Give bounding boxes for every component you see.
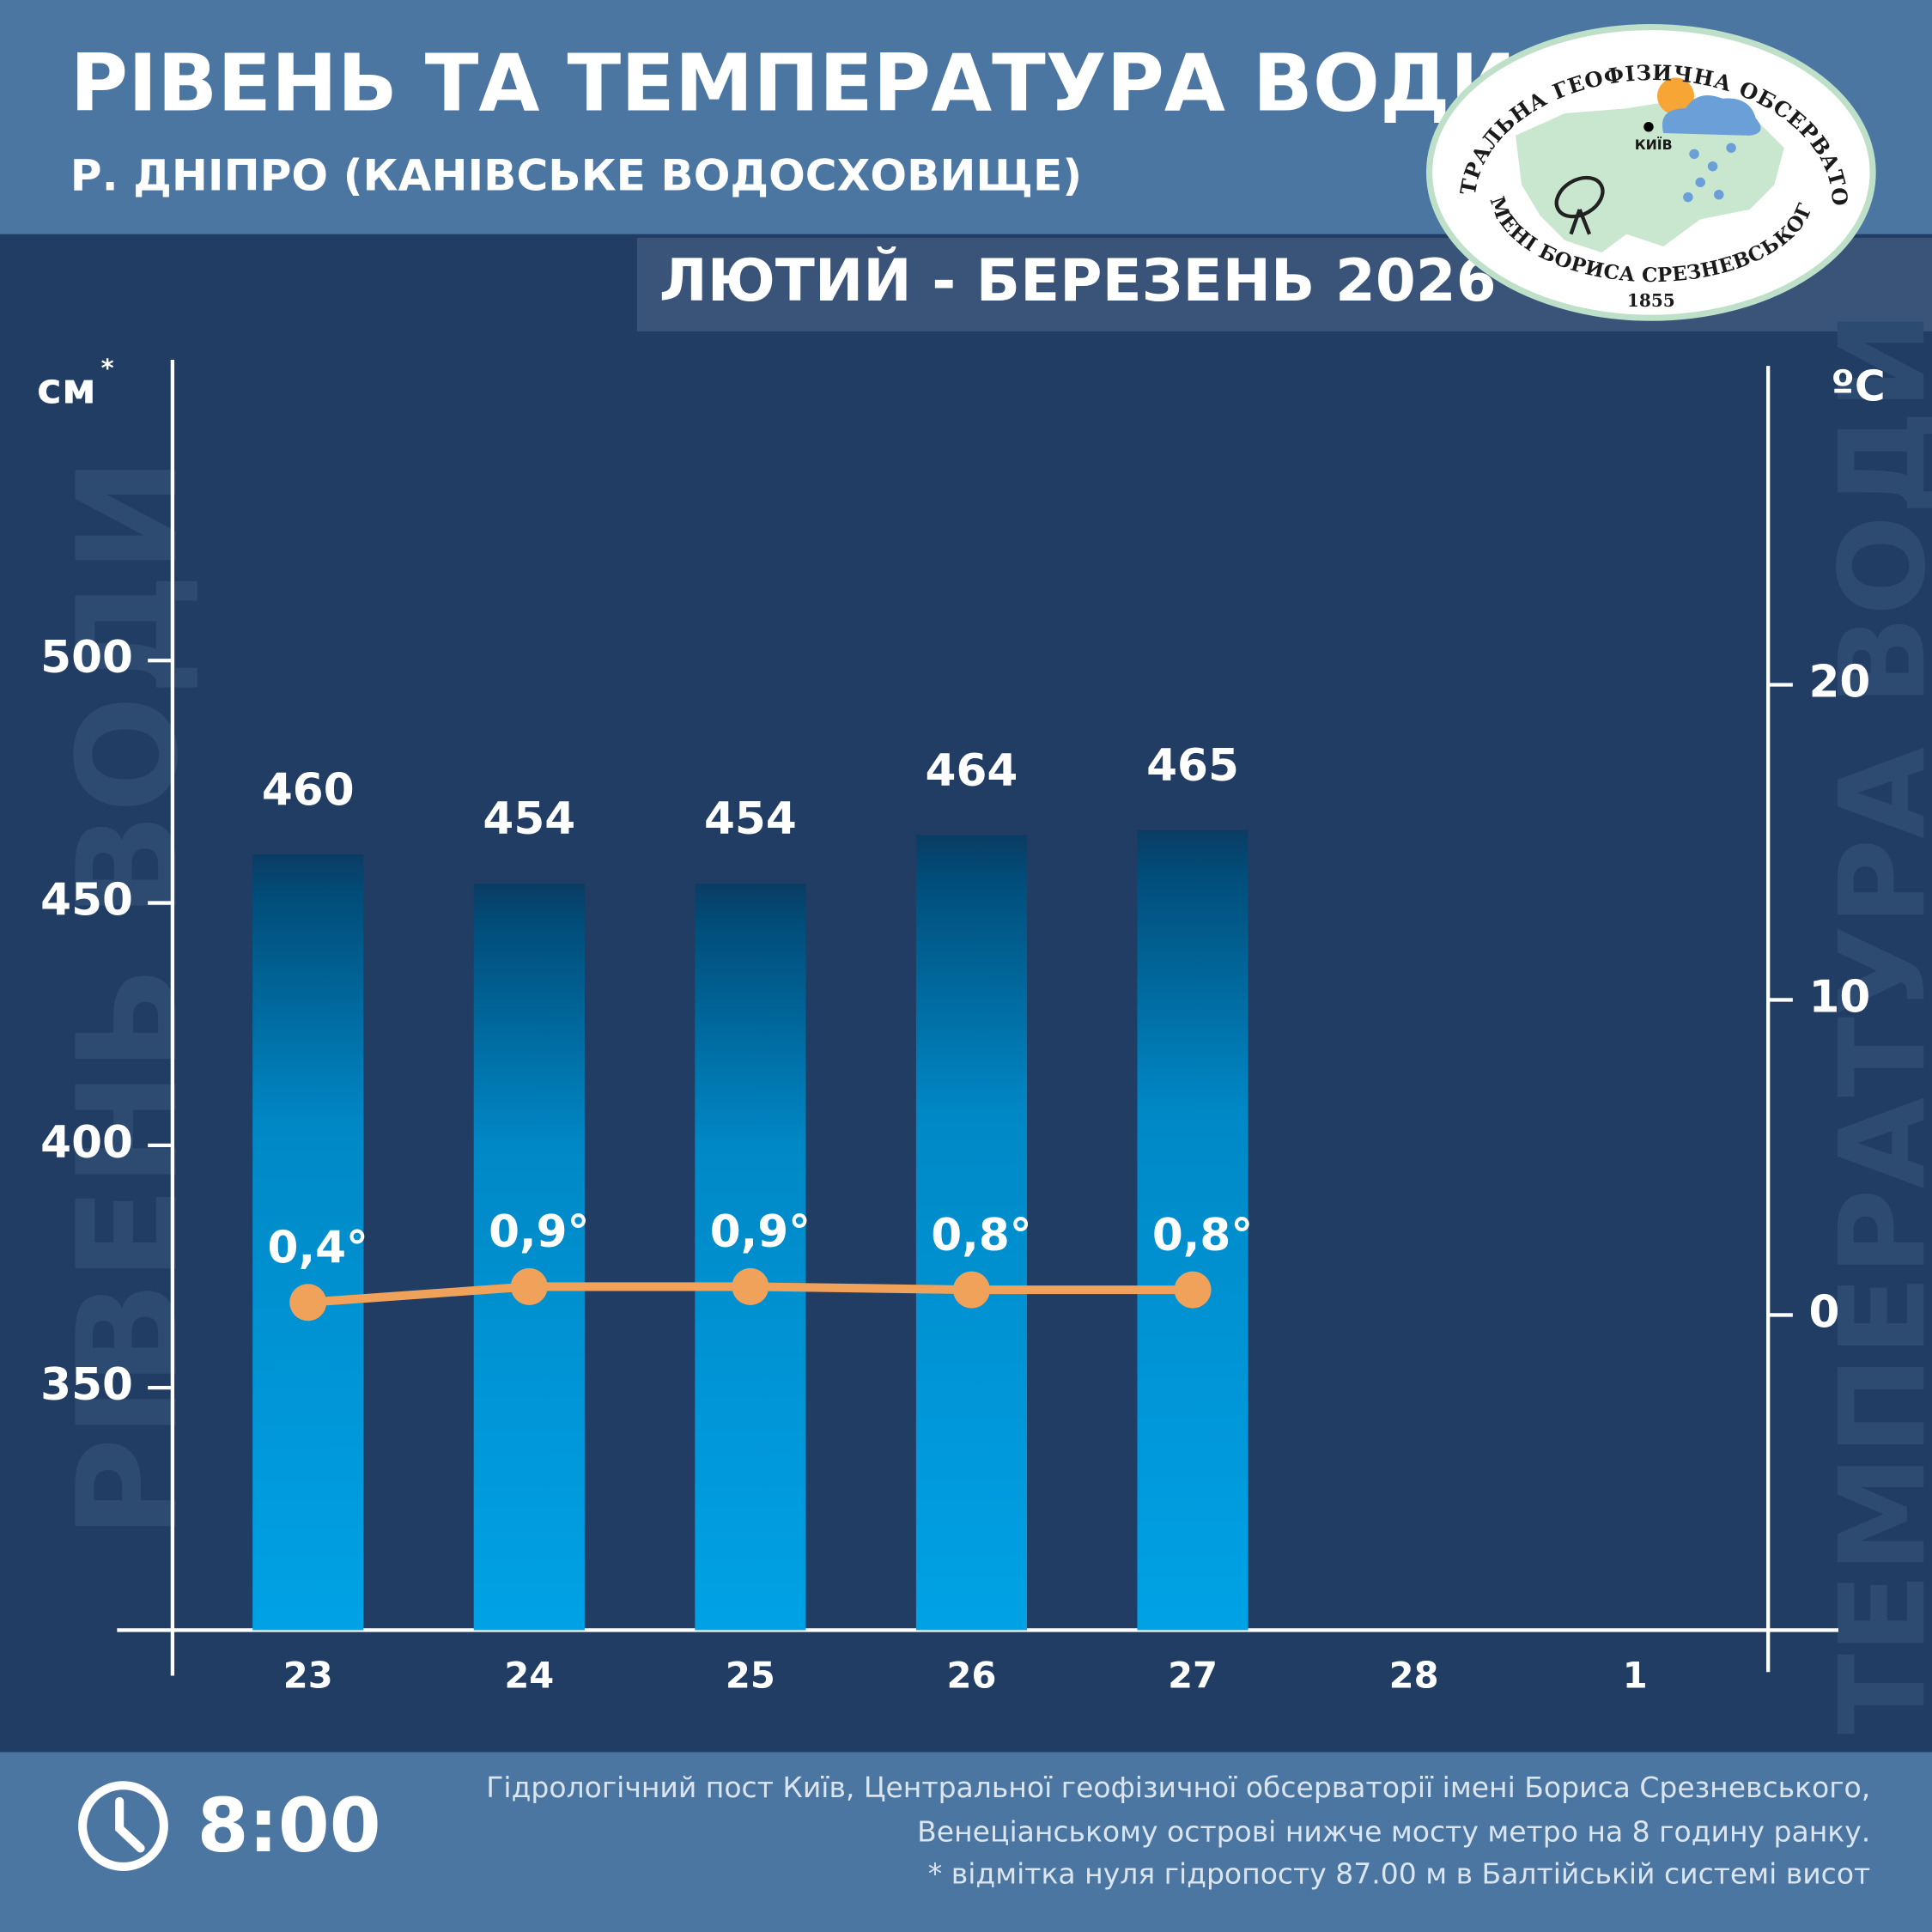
x-tick-label: 1: [1623, 1654, 1648, 1696]
logo-dot: [1643, 122, 1654, 132]
y-tick-label: 350: [40, 1359, 133, 1411]
footer-note: Гідрологічний пост Київ, Центральної гео…: [486, 1771, 1870, 1804]
y-tick-label: 500: [40, 632, 133, 683]
logo-rain: [1683, 143, 1736, 203]
y-tick-label: 400: [40, 1117, 133, 1169]
temperature-label: 0,8°: [1152, 1210, 1253, 1261]
period: ЛЮТИЙ - БЕРЕЗЕНЬ 2026: [659, 246, 1497, 314]
clock-icon: [78, 1781, 168, 1871]
bar-value-label: 460: [262, 764, 355, 816]
footer-note: Венеціанському острові нижче мосту метро…: [917, 1815, 1870, 1849]
y-unit-note: *: [101, 353, 114, 382]
logo-year: 1855: [1627, 290, 1675, 311]
logo-dish: [1554, 175, 1605, 235]
logo-city: КИЇВ: [1635, 137, 1673, 153]
bar: [473, 883, 585, 1631]
x-tick-label: 26: [947, 1654, 997, 1696]
footer-band: [0, 1752, 1932, 1932]
bar-value-label: 465: [1146, 740, 1239, 792]
logo-cloud: [1662, 94, 1761, 136]
y2-unit: ºC: [1831, 361, 1885, 410]
chart-title: РІВЕНЬ ТА ТЕМПЕРАТУРА ВОДИ: [70, 38, 1516, 130]
footer-note: * відмітка нуля гідропосту 87.00 м в Бал…: [928, 1856, 1870, 1890]
y-unit: см: [37, 364, 96, 413]
bar: [695, 883, 806, 1631]
x-tick-label: 25: [726, 1654, 775, 1696]
bar: [1137, 829, 1249, 1631]
chart-subtitle: Р. ДНІПРО (КАНІВСЬКЕ ВОДОСХОВИЩЕ): [70, 150, 1082, 201]
temperature-label: 0,9°: [489, 1206, 589, 1258]
temperature-point: [1174, 1271, 1212, 1309]
temperature-point: [732, 1267, 769, 1305]
y2-tick-label: 20: [1809, 656, 1871, 708]
x-tick-label: 28: [1389, 1654, 1439, 1696]
y2-tick-label: 0: [1809, 1286, 1840, 1338]
temperature-point: [952, 1271, 990, 1309]
y-tick-label: 450: [40, 875, 133, 927]
y2-tick-label: 10: [1809, 971, 1871, 1023]
temperature-label: 0,9°: [710, 1206, 811, 1258]
bar-value-label: 464: [926, 745, 1018, 797]
logo-sun: [1657, 77, 1695, 115]
temperature-point: [289, 1284, 327, 1321]
footer-time: 8:00: [197, 1783, 381, 1869]
x-tick-label: 24: [504, 1654, 554, 1696]
bar-value-label: 454: [483, 793, 575, 845]
temperature-point: [510, 1267, 548, 1305]
bar-value-label: 454: [704, 793, 797, 845]
temperature-label: 0,8°: [931, 1210, 1031, 1261]
x-tick-label: 27: [1168, 1654, 1218, 1696]
bar: [915, 835, 1028, 1631]
bar: [252, 854, 364, 1631]
temperature-label: 0,4°: [268, 1223, 368, 1274]
x-tick-label: 23: [283, 1654, 333, 1696]
y2-axis-title: ТЕМПЕРАТУРА ВОДИ: [1814, 311, 1932, 1735]
y-axis-title: РІВЕНЬ ВОДИ: [48, 458, 209, 1540]
